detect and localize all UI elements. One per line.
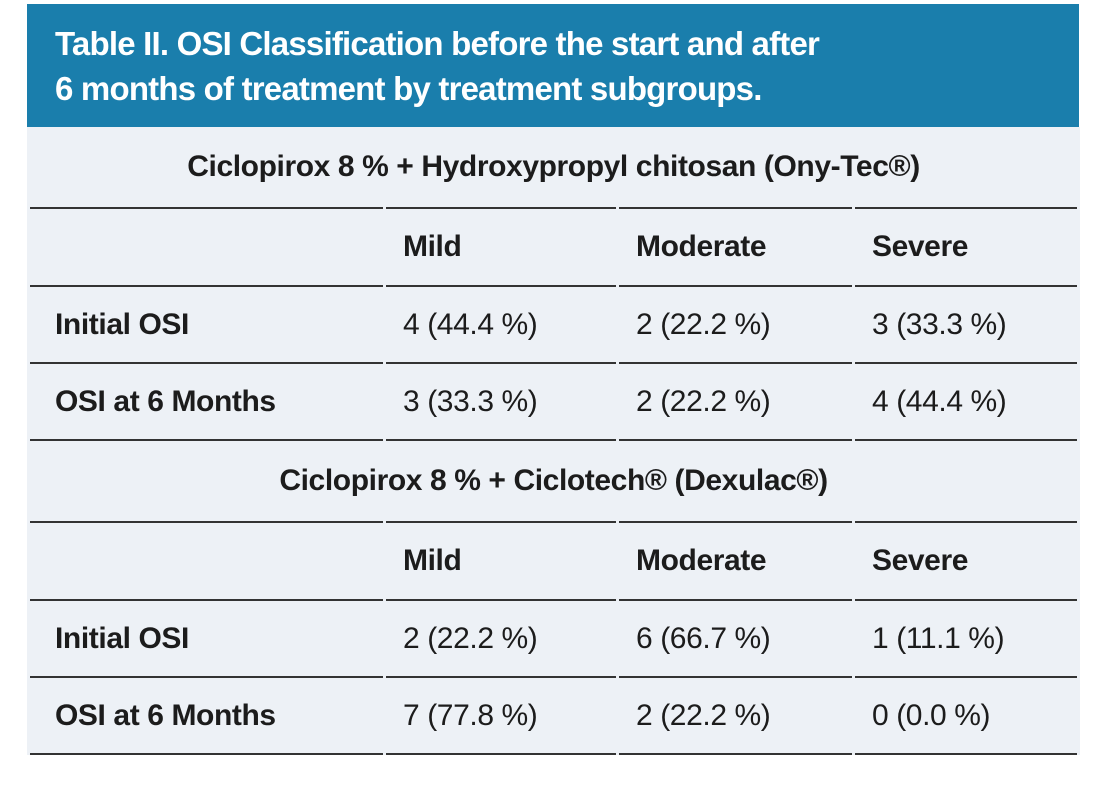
cell-moderate-value: 6 (66.7 %) [619,601,852,678]
section-1-header-row: Mild Moderate Severe [30,207,1078,287]
section-2-header-severe: Severe [855,521,1078,601]
cell-moderate-value: 2 (22.2 %) [619,287,852,364]
osi-table-area: Ciclopirox 8 % + Hydroxypropyl chitosan … [27,127,1080,755]
section-2-title-row: Ciclopirox 8 % + Ciclotech® (Dexulac®) [30,441,1077,521]
cell-severe-value: 4 (44.4 %) [855,364,1078,441]
cell-moderate-value: 2 (22.2 %) [619,364,852,441]
section-1-title-row: Ciclopirox 8 % + Hydroxypropyl chitosan … [30,127,1077,207]
cell-mild-value: 3 (33.3 %) [386,364,616,441]
cell-moderate-value: 2 (22.2 %) [619,678,852,755]
row-label-osi-6-months: OSI at 6 Months [30,364,383,441]
cell-severe-value: 1 (11.1 %) [855,601,1078,678]
section-1-osi-6-months-row: OSI at 6 Months 3 (33.3 %) 2 (22.2 %) 4 … [30,364,1078,441]
row-label-initial-osi: Initial OSI [30,287,383,364]
table-title-line-2: 6 months of treatment by treatment subgr… [55,70,762,107]
section-2-title: Ciclopirox 8 % + Ciclotech® (Dexulac®) [279,464,828,497]
cell-severe-value: 3 (33.3 %) [855,287,1078,364]
section-1-header-severe: Severe [855,207,1078,287]
cell-mild-value: 4 (44.4 %) [386,287,616,364]
row-label-initial-osi: Initial OSI [30,601,383,678]
section-1-initial-osi-row: Initial OSI 4 (44.4 %) 2 (22.2 %) 3 (33.… [30,287,1078,364]
section-1-header-mild: Mild [386,207,616,287]
section-2-osi-6-months-row: OSI at 6 Months 7 (77.8 %) 2 (22.2 %) 0 … [30,678,1078,755]
cell-severe-value: 0 (0.0 %) [855,678,1078,755]
table-title-banner: Table II. OSI Classification before the … [27,4,1079,127]
osi-table: Ciclopirox 8 % + Hydroxypropyl chitosan … [27,127,1080,755]
section-2-initial-osi-row: Initial OSI 2 (22.2 %) 6 (66.7 %) 1 (11.… [30,601,1078,678]
row-label-osi-6-months: OSI at 6 Months [30,678,383,755]
section-1-title: Ciclopirox 8 % + Hydroxypropyl chitosan … [187,150,920,183]
cell-mild-value: 7 (77.8 %) [386,678,616,755]
section-2-header-moderate: Moderate [619,521,852,601]
section-2-header-mild: Mild [386,521,616,601]
table-title-line-1: Table II. OSI Classification before the … [55,25,820,62]
section-1-header-moderate: Moderate [619,207,852,287]
section-1-header-blank [30,207,383,287]
section-2-header-blank [30,521,383,601]
section-2-header-row: Mild Moderate Severe [30,521,1078,601]
cell-mild-value: 2 (22.2 %) [386,601,616,678]
